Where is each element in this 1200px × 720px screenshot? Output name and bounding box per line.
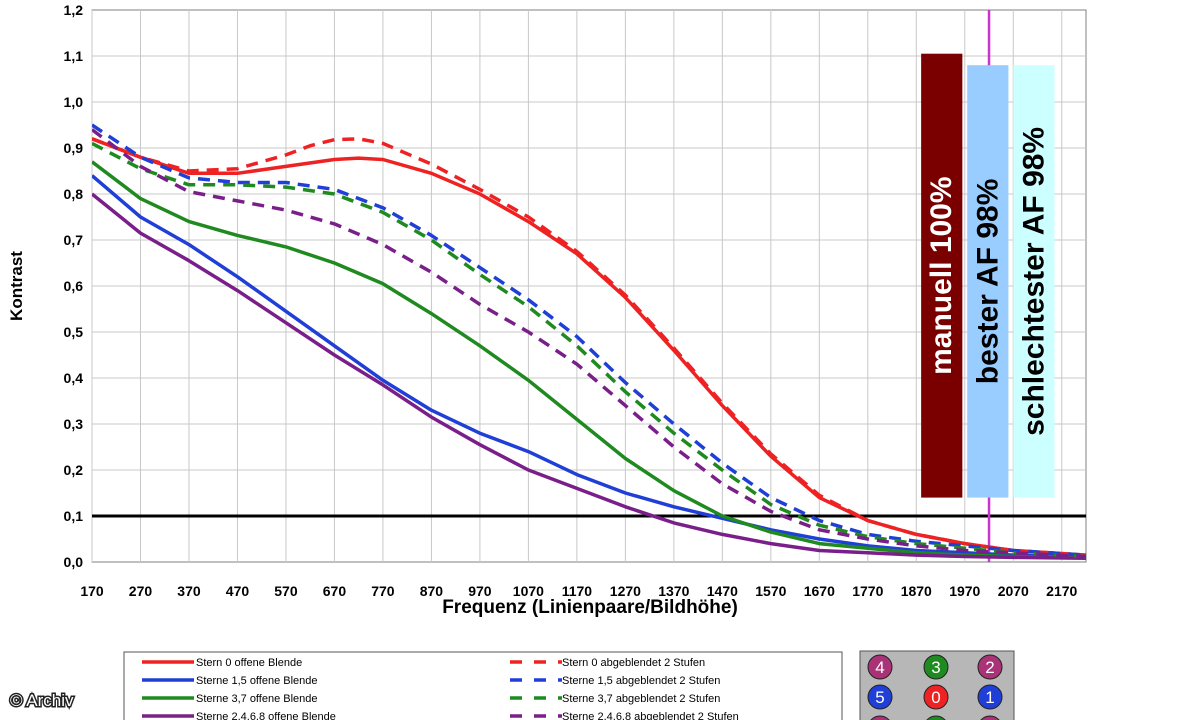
y-tick-label: 0,1 xyxy=(64,508,84,524)
y-tick-label: 0,4 xyxy=(64,370,84,386)
x-tick-label: 970 xyxy=(468,583,492,599)
y-tick-label: 0,5 xyxy=(64,324,84,340)
star-marker-label: 1 xyxy=(985,688,994,707)
y-axis-title: Kontrast xyxy=(7,251,26,321)
y-tick-label: 1,0 xyxy=(64,94,84,110)
star-marker-label: 3 xyxy=(931,658,940,677)
series-lines xyxy=(92,123,1086,561)
legend-label-0: Stern 0 offene Blende xyxy=(196,657,302,669)
series-line-1 xyxy=(92,174,1086,560)
star-marker-row3-1 xyxy=(926,715,946,720)
annotation-label-1: bester AF 98% xyxy=(971,179,1004,385)
y-tick-label: 0,6 xyxy=(64,278,84,294)
y-tick-label: 0,2 xyxy=(64,462,84,478)
legend-label-4: Stern 0 abgeblendet 2 Stufen xyxy=(562,657,705,669)
x-tick-label: 1970 xyxy=(949,583,980,599)
x-tick-label: 870 xyxy=(420,583,444,599)
x-tick-label: 2070 xyxy=(998,583,1029,599)
star-marker-row1-2 xyxy=(977,654,1003,680)
y-tick-label: 0,9 xyxy=(64,140,84,156)
annotation-bar-0 xyxy=(921,53,963,498)
star-marker-row2-0 xyxy=(867,684,893,710)
annotation-bar-1 xyxy=(967,65,1009,498)
x-tick-label: 1770 xyxy=(852,583,883,599)
y-tick-label: 0,7 xyxy=(64,232,84,248)
x-tick-label: 170 xyxy=(80,583,104,599)
legend-box: Stern 0 offene Blende Sterne 1,5 offene B… xyxy=(123,651,843,720)
annotation-label-2: schlechtester AF 98% xyxy=(1017,127,1050,436)
x-tick-label: 1370 xyxy=(658,583,689,599)
y-tick-label: 0,3 xyxy=(64,416,84,432)
series-line-6 xyxy=(92,141,1086,559)
x-axis-title: Frequenz (Linienpaare/Bildhöhe) xyxy=(442,597,738,618)
x-axis-ticks: 170 270 370 470 570 670 770 870 970 1070 1170 1270 1… xyxy=(80,583,1077,599)
x-tick-label: 1870 xyxy=(901,583,932,599)
x-tick-label: 1170 xyxy=(562,583,593,599)
series-line-7 xyxy=(92,128,1086,559)
legend-label-2: Sterne 3,7 offene Blende xyxy=(196,693,318,705)
annotation-bar-2 xyxy=(1013,65,1055,498)
legend-label-1: Sterne 1,5 offene Blende xyxy=(196,675,318,687)
y-axis-ticks: 0,0 0,1 0,2 0,3 0,4 0,5 0,6 0,7 0,8 0,9 1,0 1,1 1,2 xyxy=(64,2,84,570)
x-tick-label: 1570 xyxy=(755,583,786,599)
x-tick-label: 1270 xyxy=(610,583,641,599)
y-tick-label: 0,8 xyxy=(64,186,84,202)
star-marker-row3-0 xyxy=(870,715,890,720)
x-tick-label: 470 xyxy=(226,583,250,599)
star-marker-row1-1 xyxy=(923,654,949,680)
legend-label-7: Sterne 2,4,6,8 abgeblendet 2 Stufen xyxy=(562,711,739,720)
series-line-5 xyxy=(92,123,1086,557)
star-marker-label: 5 xyxy=(875,688,884,707)
y-tick-label: 1,1 xyxy=(64,48,84,64)
x-tick-label: 370 xyxy=(177,583,201,599)
star-grid: 4 3 2 5 0 1 xyxy=(859,650,1015,720)
x-tick-label: 670 xyxy=(323,583,347,599)
y-tick-label: 1,2 xyxy=(64,2,84,18)
star-marker-label: 4 xyxy=(875,658,884,677)
x-tick-label: 570 xyxy=(274,583,298,599)
series-line-2 xyxy=(92,160,1086,560)
y-tick-label: 0,0 xyxy=(64,554,84,570)
star-marker-label: 0 xyxy=(931,688,940,707)
annotation-label-0: manuell 100% xyxy=(925,176,958,374)
x-tick-label: 1470 xyxy=(707,583,738,599)
series-line-3 xyxy=(92,192,1086,561)
series-line-4 xyxy=(92,137,1086,557)
x-tick-label: 1670 xyxy=(804,583,835,599)
legend-label-3: Sterne 2,4,6,8 offene Blende xyxy=(196,711,336,720)
star-marker-row3-2 xyxy=(980,715,1000,720)
star-marker-row1-0 xyxy=(867,654,893,680)
x-tick-label: 770 xyxy=(371,583,395,599)
star-marker-row2-1 xyxy=(923,684,949,710)
watermark-text: © Archiv xyxy=(10,691,74,710)
legend-label-6: Sterne 3,7 abgeblendet 2 Stufen xyxy=(562,693,720,705)
x-tick-label: 270 xyxy=(129,583,153,599)
annotation-bars: manuell 100% bester AF 98% schlechtester A… xyxy=(921,53,1055,498)
x-tick-label: 1070 xyxy=(513,583,544,599)
x-tick-label: 2170 xyxy=(1046,583,1077,599)
star-marker-label: 2 xyxy=(985,658,994,677)
legend-label-5: Sterne 1,5 abgeblendet 2 Stufen xyxy=(562,675,720,687)
star-marker-row2-2 xyxy=(977,684,1003,710)
